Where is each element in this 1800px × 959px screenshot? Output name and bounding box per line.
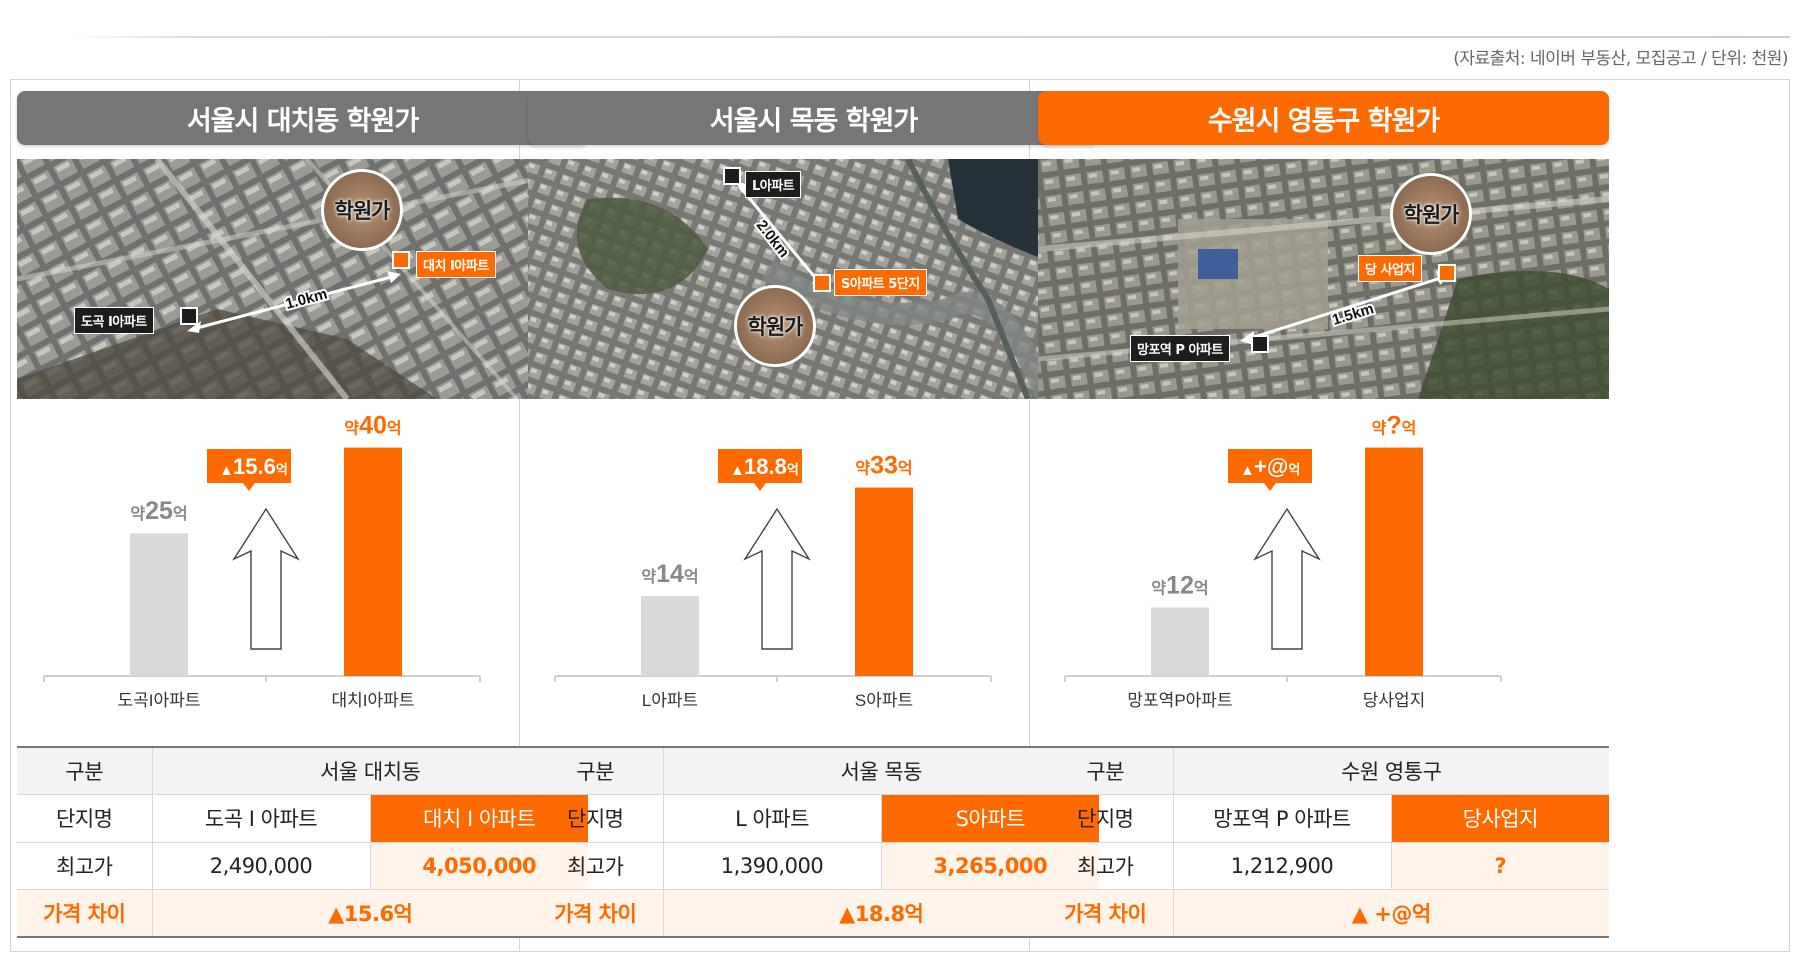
origin-marker-icon [1251, 335, 1269, 353]
category-label: 망포역P아파트 [1127, 691, 1232, 709]
bar-value-label: 약12억 [1151, 571, 1208, 599]
bar-value-label: 약14억 [641, 560, 698, 588]
panel-yeongtong: 수원시 영통구 학원가 1.5km 학원가 당 사업지 망포역 [1029, 79, 1609, 952]
table-row: 단지명 L 아파트 S아파트 [528, 794, 1099, 843]
category-label: 도곡I아파트 [118, 691, 201, 709]
chart-bar [344, 447, 402, 676]
bar-value-label: 약25억 [130, 497, 187, 525]
target-marker-icon [813, 274, 831, 292]
difference-callout: ▲ +@억 [1228, 449, 1312, 491]
academy-area-circle: 학원가 [1390, 173, 1472, 255]
target-marker-icon [392, 251, 410, 269]
category-label: L아파트 [642, 691, 698, 709]
academy-area-circle: 학원가 [734, 285, 816, 367]
increase-arrow-icon [232, 507, 300, 650]
up-triangle-icon: ▲ [730, 462, 745, 479]
origin-marker-icon [723, 167, 741, 185]
table-row: 최고가 1,212,900? [1038, 842, 1609, 890]
target-label: 대치 I아파트 [416, 251, 496, 278]
bar-value-label: 약?억 [1372, 412, 1417, 440]
distance-line [192, 274, 396, 331]
table-row: 단지명 망포역 P 아파트 당사업지 [1038, 794, 1609, 843]
bar-value-label: 약33억 [855, 452, 912, 480]
increase-arrow-icon [1253, 507, 1321, 650]
panel-title: 서울시 목동 학원가 [528, 91, 1099, 145]
category-label: 대치I아파트 [332, 691, 415, 709]
chart-bar [1365, 447, 1423, 676]
panel-divider [1029, 79, 1030, 952]
table-row: 최고가 1,390,000 3,265,000 [528, 842, 1099, 890]
satellite-map: 1.0km 학원가 대치 I아파트 도곡 I아파트 [17, 159, 588, 399]
target-label: S아파트 5단지 [834, 269, 927, 296]
chart-bar [855, 487, 913, 676]
price-table: 구분 서울 목동 단지명 L 아파트 S아파트 최고가 1,390,000 3,265,0… [528, 746, 1099, 938]
origin-marker-icon [180, 307, 198, 325]
price-table: 구분 수원 영통구 단지명 망포역 P 아파트 당사업지 최고가 1,212,900? … [1038, 746, 1609, 938]
chart-bar [130, 533, 188, 676]
table-row: 구분 서울 대치동 [17, 746, 588, 795]
table-row: 가격 차이 ▲ +@억 [1038, 889, 1609, 938]
distance-line [1247, 275, 1445, 341]
up-triangle-icon: ▲ [1240, 462, 1255, 479]
table-row: 구분 서울 목동 [528, 746, 1099, 795]
source-note: (자료출처: 네이버 부동산, 모집공고 / 단위: 천원) [1453, 49, 1788, 69]
target-label: 당 사업지 [1358, 255, 1422, 282]
price-table: 구분 서울 대치동 단지명 도곡 I 아파트 대치 I 아파트 최고가 2,490,00… [17, 746, 588, 938]
academy-area-circle: 학원가 [321, 169, 403, 251]
satellite-map: 1.5km 학원가 당 사업지 망포역 P 아파트 [1038, 159, 1609, 399]
panel-title: 수원시 영통구 학원가 [1038, 91, 1609, 145]
up-triangle-icon: ▲ [219, 462, 234, 479]
target-marker-icon [1438, 264, 1456, 282]
table-row: 단지명 도곡 I 아파트 대치 I 아파트 [17, 794, 588, 843]
table-row: 최고가 2,490,000 4,050,000 [17, 842, 588, 890]
panel-divider [519, 79, 520, 952]
distance-line [738, 186, 820, 282]
table-row: 가격 차이 ▲15.6억 [17, 889, 588, 938]
category-label: 당사업지 [1363, 691, 1426, 709]
category-label: S아파트 [855, 691, 913, 709]
satellite-map: 2.0km 학원가 L아파트 S아파트 5단지 [528, 159, 1099, 399]
table-row: 가격 차이 ▲18.8억 [528, 889, 1099, 938]
origin-label: L아파트 [745, 171, 802, 198]
panel-mokdong: 서울시 목동 학원가 2.0km 학원가 L아파트 S아파트 5단지 [519, 79, 1099, 952]
origin-label: 도곡 I아파트 [74, 307, 154, 334]
difference-callout: ▲ 18.8억 [718, 449, 802, 491]
increase-arrow-icon [743, 507, 811, 650]
table-row: 구분 수원 영통구 [1038, 746, 1609, 795]
bar-value-label: 약40억 [344, 412, 401, 440]
chart-bar [641, 596, 699, 676]
origin-label: 망포역 P 아파트 [1130, 335, 1230, 362]
panel-title: 서울시 대치동 학원가 [17, 91, 588, 145]
difference-callout: ▲ 15.6억 [207, 449, 291, 491]
top-divider-line [70, 36, 1790, 38]
chart-bar [1151, 607, 1209, 676]
panel-daechi: 서울시 대치동 학원가 1.0km 학원가 대치 I아파트 도곡 I아파트 [8, 79, 588, 952]
